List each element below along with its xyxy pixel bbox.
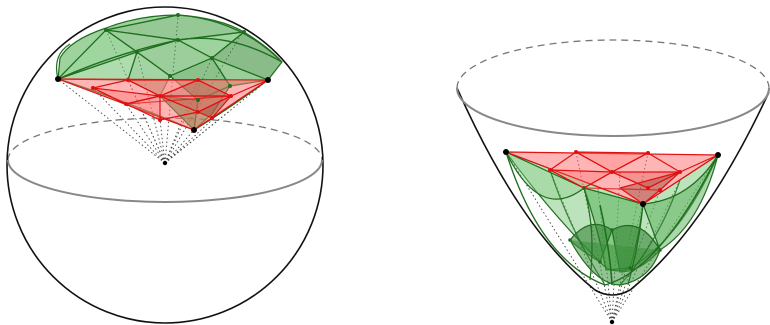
- paraboloid-figure: [456, 39, 770, 325]
- paraboloid-outline: [456, 87, 770, 296]
- paraboloid-vertex-points: [503, 149, 721, 325]
- sphere-equator-back: [7, 117, 323, 161]
- paraboloid-projected-triangle: [505, 151, 719, 286]
- sphere-figure: [6, 6, 324, 324]
- sphere-vertex-points: [55, 76, 271, 166]
- sphere-outline: [6, 6, 324, 324]
- paraboloid-projected-points: [568, 186, 662, 270]
- paraboloid-rim-front: [456, 87, 770, 137]
- paraboloid-rim-back: [456, 39, 770, 89]
- paraboloid-flat-triangle: [505, 151, 719, 205]
- sphere-equator-front: [7, 159, 323, 203]
- sphere-projected-points: [104, 13, 246, 102]
- sphere-flat-triangle: [57, 78, 269, 131]
- sphere-flat-points: [91, 78, 233, 122]
